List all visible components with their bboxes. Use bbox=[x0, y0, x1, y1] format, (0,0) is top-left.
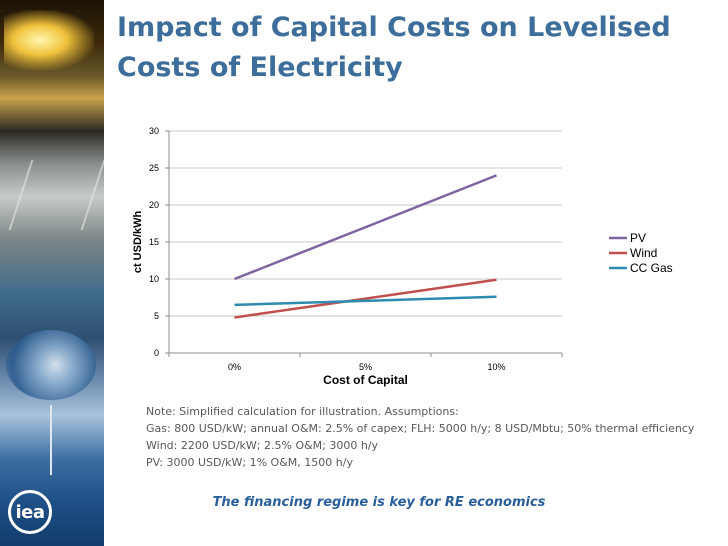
series-line-pv bbox=[234, 174, 497, 281]
note-line: Gas: 800 USD/kW; annual O&M: 2.5% of cap… bbox=[146, 422, 695, 435]
note-line: Note: Simplified calculation for illustr… bbox=[146, 405, 459, 418]
y-tick-label: 25 bbox=[149, 163, 159, 173]
assumption-notes: Note: Simplified calculation for illustr… bbox=[146, 403, 726, 471]
y-tick-label: 5 bbox=[154, 311, 159, 321]
wind-turbine-image bbox=[50, 405, 52, 475]
legend-label: Wind bbox=[630, 246, 657, 260]
side-photo-strip: iea bbox=[0, 0, 104, 546]
logo-text: iea bbox=[15, 501, 45, 523]
slide-title: Impact of Capital Costs on Levelised Cos… bbox=[117, 12, 671, 83]
x-axis-label: Cost of Capital bbox=[323, 373, 408, 387]
x-tick-label: 0% bbox=[228, 362, 241, 372]
storm-image bbox=[6, 330, 96, 400]
y-tick-label: 15 bbox=[149, 237, 159, 247]
legend-label: CC Gas bbox=[630, 261, 673, 275]
tagline: The financing regime is key for RE econo… bbox=[212, 495, 546, 510]
y-tick-label: 0 bbox=[154, 348, 159, 358]
series-line-wind bbox=[234, 278, 497, 319]
note-line: PV: 3000 USD/kW; 1% O&M, 1500 h/y bbox=[146, 456, 353, 469]
x-tick-label: 10% bbox=[487, 362, 505, 372]
series-line-cc-gas bbox=[234, 295, 497, 307]
y-tick-label: 30 bbox=[149, 126, 159, 136]
x-tick-label: 5% bbox=[359, 362, 372, 372]
line-chart: 0 5 10 15 20 25 30 0% 5% 10% Cost of Capital ct USD… bbox=[132, 126, 673, 387]
sun-image bbox=[4, 10, 94, 70]
pylon-image bbox=[8, 160, 104, 230]
y-axis-label: ct USD/kWh bbox=[132, 211, 144, 274]
legend-label: PV bbox=[630, 231, 646, 245]
note-line: Wind: 2200 USD/kW; 2.5% O&M; 3000 h/y bbox=[146, 439, 379, 452]
y-tick-label: 20 bbox=[149, 200, 159, 210]
iea-logo: iea bbox=[8, 490, 52, 534]
y-tick-label: 10 bbox=[149, 274, 159, 284]
